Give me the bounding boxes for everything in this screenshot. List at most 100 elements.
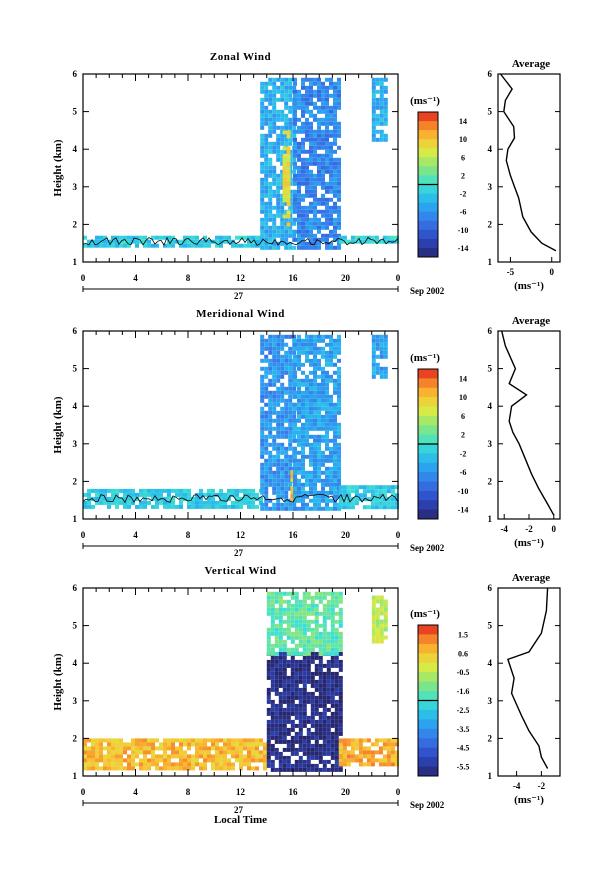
- heatmap-cell: [301, 398, 305, 403]
- heatmap-cell: [260, 97, 265, 102]
- heatmap-cell: [286, 154, 291, 159]
- heatmap-cell: [270, 723, 275, 728]
- heatmap-cell: [338, 659, 343, 664]
- heatmap-cell: [292, 125, 297, 130]
- heatmap-cell: [313, 77, 317, 82]
- heatmap-cell: [293, 189, 297, 194]
- heatmap-cell: [301, 157, 305, 162]
- heatmap-cell: [383, 615, 388, 620]
- heatmap-cell: [278, 691, 283, 696]
- avg-y-tick-label: 6: [488, 69, 493, 79]
- heatmap-cell: [266, 691, 271, 696]
- heatmap-cell: [338, 762, 343, 767]
- heatmap-cell: [219, 766, 223, 771]
- heatmap-cell: [284, 141, 289, 146]
- heatmap-cell: [337, 125, 341, 130]
- heatmap-cell: [95, 496, 99, 501]
- heatmap-cell: [394, 758, 399, 763]
- heatmap-cell: [243, 243, 247, 248]
- heatmap-cell: [274, 639, 279, 644]
- heatmap-cell: [329, 346, 333, 351]
- heatmap-cell: [297, 149, 301, 154]
- heatmap-cell: [292, 350, 297, 355]
- heatmap-cell: [329, 113, 333, 118]
- heatmap-cell: [268, 181, 273, 186]
- heatmap-cell: [379, 350, 384, 355]
- heatmap-cell: [107, 754, 111, 759]
- heatmap-cell: [318, 759, 323, 764]
- heatmap-cell: [294, 763, 299, 768]
- colorbar-swatch: [418, 700, 438, 711]
- heatmap-cell: [231, 750, 235, 755]
- heatmap-cell: [260, 502, 265, 507]
- heatmap-cell: [111, 738, 115, 743]
- heatmap-cell: [313, 378, 317, 383]
- colorbar-swatch: [418, 202, 438, 213]
- heatmap-cell: [147, 243, 151, 248]
- heatmap-cell: [314, 719, 319, 724]
- heatmap-cell: [270, 759, 275, 764]
- heatmap-cell: [87, 766, 91, 771]
- heatmap-cell: [358, 235, 363, 240]
- heatmap-cell: [305, 438, 309, 443]
- heatmap-cell: [305, 193, 309, 198]
- heatmap-cell: [276, 450, 281, 455]
- heatmap-cell: [375, 81, 380, 86]
- heatmap-cell: [329, 394, 333, 399]
- colorbar-swatch: [418, 238, 438, 249]
- heatmap-cell: [322, 691, 327, 696]
- heatmap-cell: [354, 235, 359, 240]
- heatmap-cell: [301, 229, 305, 234]
- heatmap-cell: [270, 763, 275, 768]
- heatmap-cell: [276, 153, 281, 158]
- heatmap-cell: [276, 402, 281, 407]
- heatmap-cell: [227, 492, 231, 497]
- heatmap-cell: [354, 485, 359, 490]
- heatmap-cell: [326, 635, 331, 640]
- heatmap-cell: [306, 619, 311, 624]
- heatmap-cell: [366, 738, 371, 743]
- y-tick-label: 5: [73, 621, 78, 631]
- heatmap-cell: [278, 651, 283, 656]
- heatmap-cell: [330, 663, 335, 668]
- heatmap-cell: [239, 235, 243, 240]
- heatmap-cell: [264, 193, 269, 198]
- heatmap-cell: [318, 747, 323, 752]
- heatmap-cell: [278, 767, 283, 772]
- heatmap-cell: [280, 109, 285, 114]
- heatmap-cell: [301, 394, 305, 399]
- heatmap-cell: [318, 719, 323, 724]
- heatmap-cell: [290, 478, 295, 483]
- heatmap-cell: [329, 129, 333, 134]
- heatmap-cell: [264, 498, 269, 503]
- heatmap-cell: [374, 235, 379, 240]
- heatmap-cell: [163, 750, 167, 755]
- heatmap-cell: [247, 239, 251, 244]
- heatmap-cell: [294, 631, 299, 636]
- heatmap-cell: [260, 205, 265, 210]
- heatmap-cell: [211, 738, 215, 743]
- heatmap-cell: [333, 482, 337, 487]
- heatmap-cell: [317, 458, 321, 463]
- heatmap-cell: [383, 623, 388, 628]
- heatmap-cell: [282, 643, 287, 648]
- heatmap-cell: [333, 217, 337, 222]
- heatmap-cell: [379, 595, 384, 600]
- heatmap-cell: [313, 193, 317, 198]
- heatmap-cell: [302, 659, 307, 664]
- heatmap-cell: [318, 599, 323, 604]
- heatmap-cell: [274, 599, 279, 604]
- heatmap-cell: [294, 659, 299, 664]
- heatmap-cell: [219, 746, 223, 751]
- heatmap-cell: [199, 239, 203, 244]
- heatmap-cell: [274, 703, 279, 708]
- heatmap-cell: [270, 699, 275, 704]
- heatmap-cell: [321, 354, 325, 359]
- heatmap-cell: [276, 422, 281, 427]
- panel-title: Zonal Wind: [210, 51, 271, 63]
- heatmap-cell: [322, 627, 327, 632]
- heatmap-cell: [91, 762, 95, 767]
- heatmap-cell: [167, 243, 171, 248]
- x-tick-label: 0: [396, 273, 401, 283]
- heatmap-cell: [288, 498, 293, 503]
